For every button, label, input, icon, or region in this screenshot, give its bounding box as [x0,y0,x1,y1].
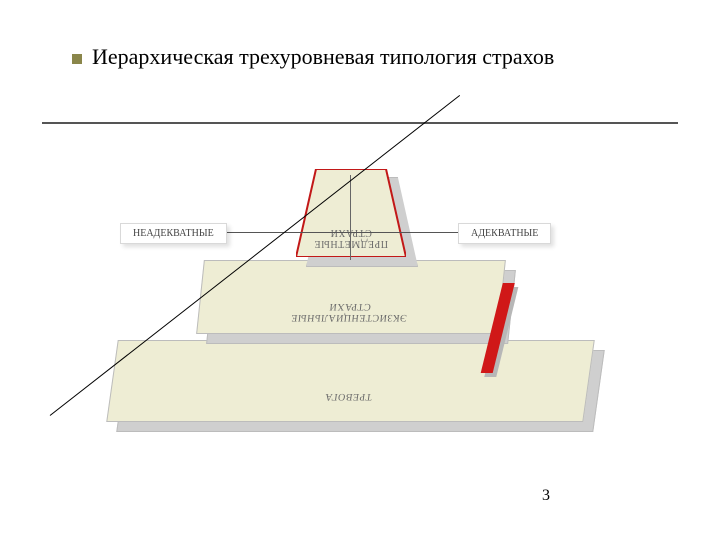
typology-diagram: ТРЕВОГА ЭКЗИСТЕНЦИАЛЬНЫЕ СТРАХИ ПРЕДМЕТН… [100,155,620,465]
tier-bottom: ТРЕВОГА [106,340,595,422]
tier-middle: ЭКЗИСТЕНЦИАЛЬНЫЕ СТРАХИ [196,260,506,334]
center-vertical-line [350,175,351,260]
tier-middle-label: ЭКЗИСТЕНЦИАЛЬНЫЕ СТРАХИ [198,301,500,323]
connector-line [195,232,463,233]
tier-top-label: ПРЕДМЕТНЫЕ СТРАХИ [296,227,406,249]
side-label-left: НЕАДЕКВАТНЫЕ [120,223,227,244]
slide-title: Иерархическая трехуровневая типология ст… [92,44,554,70]
title-underline [42,122,678,124]
page-number: 3 [542,487,550,505]
title-bullet [72,54,82,64]
tier-bottom-label: ТРЕВОГА [110,391,587,402]
side-label-right: АДЕКВАТНЫЕ [458,223,551,244]
